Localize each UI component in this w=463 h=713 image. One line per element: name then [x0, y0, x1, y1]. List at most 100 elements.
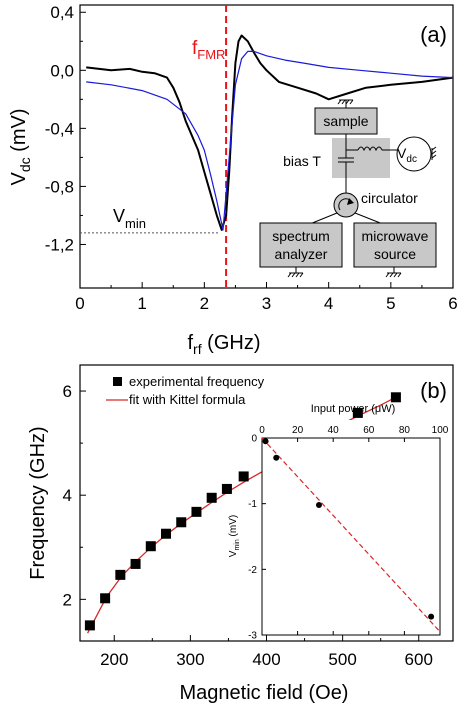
inset-xlabel: Input power (μW) — [311, 403, 396, 415]
inset-series — [261, 437, 441, 633]
x-tick-label: 5 — [386, 294, 395, 313]
panel-a-series — [86, 34, 454, 231]
x-tick-label: 600 — [405, 650, 433, 669]
inset-ticks: 0 20 40 60 80 100 0 -1 -2 -3 — [248, 425, 449, 642]
x-tick-label: 300 — [176, 650, 204, 669]
x-tick-label: 1 — [137, 294, 146, 313]
experimental-point — [115, 569, 126, 580]
y-tick-label: -3 — [248, 631, 257, 642]
y-tick-label: -1,2 — [45, 235, 74, 254]
ground-symbol-source — [385, 267, 402, 278]
inset-point — [273, 454, 280, 461]
y-tick-label: 0,0 — [50, 61, 74, 80]
experimental-point — [130, 558, 141, 569]
x-tick-label: 40 — [328, 425, 340, 436]
vmin-label-sub: min — [125, 216, 146, 231]
panel-a-ticks: 0 1 2 3 4 5 6 0,4 0,0 -0,4 -0,8 -1,2 — [45, 3, 458, 313]
microwave-label-1: microwave — [362, 228, 429, 244]
experimental-point — [238, 471, 249, 482]
panel-a-ylabel-unit: (mV) — [8, 108, 30, 157]
x-tick-label: 500 — [328, 650, 356, 669]
panel-b-inset-chart: 0 20 40 60 80 100 0 -1 -2 -3 Input power (μW) Vmi… — [228, 403, 449, 642]
x-tick-label: 3 — [262, 294, 271, 313]
circulator — [333, 192, 359, 218]
x-tick-label: 6 — [448, 294, 457, 313]
panel-a-xlabel-unit: (GHz) — [202, 332, 261, 354]
panel-b-series — [84, 392, 401, 634]
panel-a-chart: 0 1 2 3 4 5 60,40,0-0,4-0,8-1,2 (a) fFMR Vmin … — [8, 3, 458, 357]
inset-point — [262, 438, 269, 445]
experimental-point — [191, 506, 202, 517]
spectrum-label-2: analyzer — [275, 246, 328, 262]
x-tick-label: 400 — [252, 650, 280, 669]
legend-marker-experimental — [113, 377, 122, 386]
microwave-label-2: source — [374, 246, 416, 262]
bias-t-label: bias T — [283, 153, 321, 169]
fit-vdc-line — [86, 50, 454, 231]
microwave-source-box — [353, 222, 437, 268]
spectrum-label-1: spectrum — [272, 228, 330, 244]
spectrum-analyzer-box — [259, 222, 343, 268]
panel-b-label: (b) — [420, 378, 447, 403]
ground-symbol-top — [337, 99, 354, 105]
inset-ylabel-sub: min — [234, 539, 241, 550]
inductor — [357, 146, 383, 152]
fmr-label-sub: FMR — [197, 47, 225, 62]
circulator-label: circulator — [361, 190, 418, 206]
panel-a-xlabel-sub: rf — [193, 341, 202, 357]
y-tick-label: 4 — [63, 486, 72, 505]
panel-a-ylabel-sub: dc — [17, 157, 33, 172]
x-tick-label: 0 — [75, 294, 84, 313]
y-tick-label: -0,8 — [45, 177, 74, 196]
y-tick-label: -0,4 — [45, 119, 74, 138]
vmin-label: Vmin — [113, 206, 146, 231]
inset-ylabel: Vmin (mV) — [228, 515, 241, 557]
inset-point — [315, 501, 322, 508]
inset-frame — [261, 437, 441, 636]
y-tick-label: 0,4 — [50, 3, 74, 22]
y-tick-label: 6 — [63, 382, 72, 401]
fmr-label: fFMR — [192, 38, 225, 62]
x-tick-label: 0 — [259, 425, 265, 436]
experimental-point — [161, 528, 172, 539]
inset-background — [262, 420, 446, 633]
inset-ylabel-unit: (mV) — [228, 515, 239, 539]
experimental-point — [100, 593, 111, 604]
panel-a-xlabel-main: f — [187, 332, 193, 354]
x-tick-label: 20 — [292, 425, 304, 436]
vdc-meter-label: Vdc — [397, 145, 417, 165]
inset-fit-dashed-line — [261, 437, 441, 633]
ground-symbol-spectrum — [287, 267, 304, 278]
panel-a-xlabel: frf (GHz) — [187, 332, 260, 357]
vdc-sub: dc — [406, 154, 417, 165]
panel-a-label: (a) — [420, 22, 447, 47]
experimental-point — [390, 392, 401, 403]
vdc-meter — [396, 136, 432, 172]
y-tick-label: 0 — [251, 434, 257, 445]
legend-label-fit: fit with Kittel formula — [129, 392, 246, 407]
panel-a-ylabel: Vdc (mV) — [8, 108, 33, 185]
x-tick-label: 4 — [324, 294, 333, 313]
panel-b-xlabel: Magnetic field (Oe) — [180, 682, 349, 704]
panel-b-legend: experimental frequency fit with Kittel f… — [106, 374, 265, 407]
experimental-point — [145, 541, 156, 552]
x-tick-label: 60 — [363, 425, 375, 436]
y-tick-label: -2 — [248, 565, 257, 576]
experimental-point — [352, 407, 363, 418]
sample-label: sample — [323, 113, 368, 129]
vmin-label-main: V — [113, 206, 125, 226]
x-tick-label: 200 — [100, 650, 128, 669]
x-tick-label: 2 — [200, 294, 209, 313]
x-tick-label: 100 — [432, 425, 449, 436]
y-tick-label: -1 — [248, 499, 257, 510]
experimental-point — [206, 492, 217, 503]
y-tick-label: 2 — [63, 590, 72, 609]
legend-label-experimental: experimental frequency — [129, 374, 265, 389]
measurement-setup-diagram: sample bias T Vdc circulator spectru — [259, 99, 437, 278]
fmr-label-main: f — [192, 38, 198, 59]
experimental-point — [221, 483, 232, 494]
circulator-arrowhead — [347, 198, 354, 205]
